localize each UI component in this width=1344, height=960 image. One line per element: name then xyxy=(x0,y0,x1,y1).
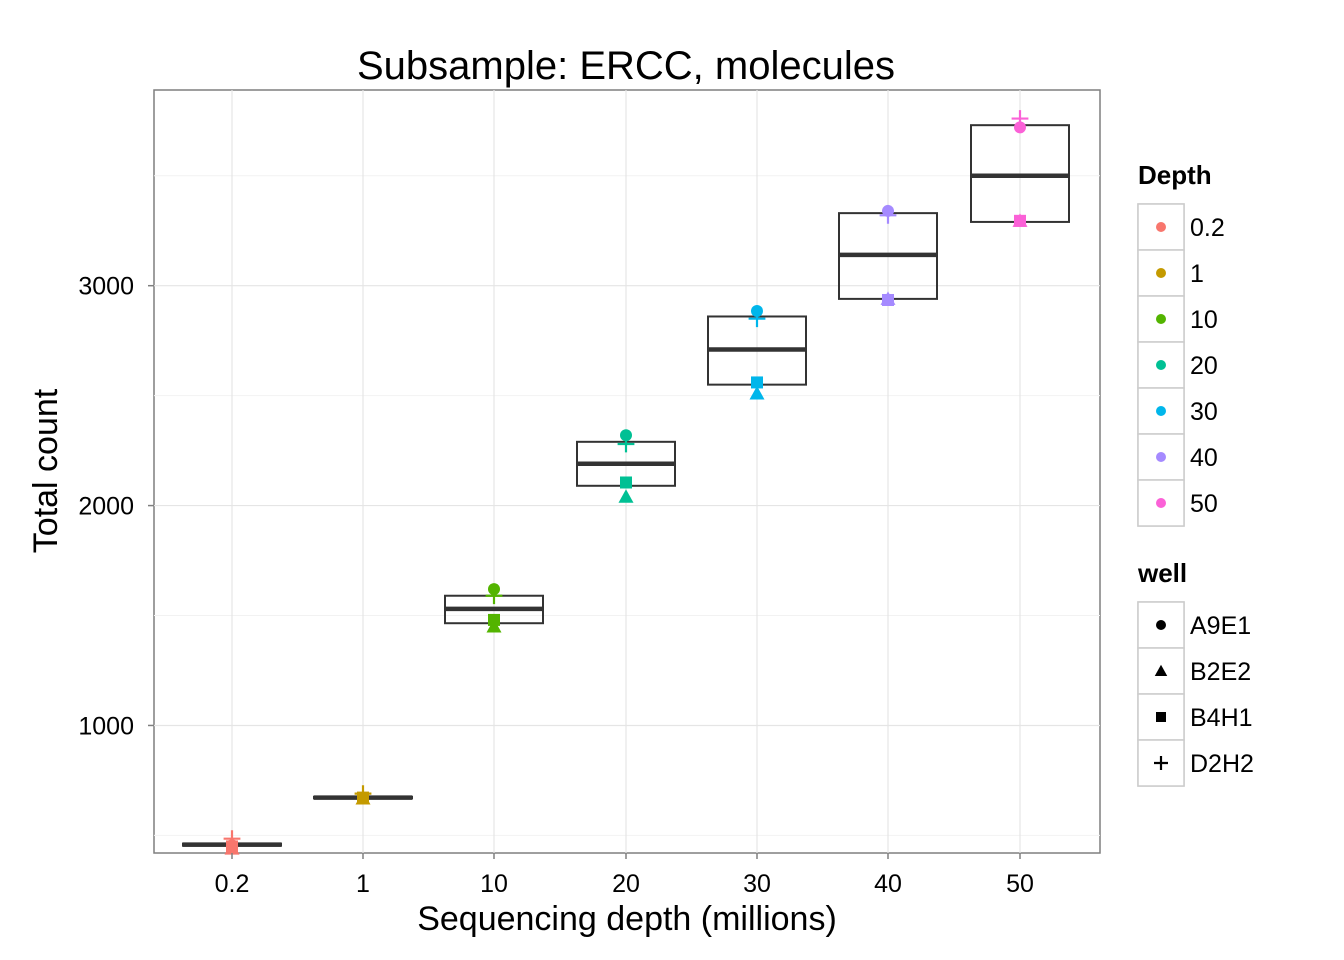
x-tick-label: 10 xyxy=(480,870,508,898)
x-tick-label: 20 xyxy=(612,870,640,898)
y-axis: 1000 2000 3000 xyxy=(78,273,154,740)
point-D2H2-40 xyxy=(879,206,897,224)
legend-item-label: 10 xyxy=(1190,306,1218,334)
legend-item-label: 50 xyxy=(1190,490,1218,518)
point-B4H1-50 xyxy=(1014,214,1026,227)
grid-lines xyxy=(154,90,1100,853)
point-D2H2-30 xyxy=(748,310,766,328)
legend-swatch-10 xyxy=(1156,314,1166,324)
legend-swatch-0.2 xyxy=(1156,222,1166,232)
legend-item-label: D2H2 xyxy=(1190,750,1254,778)
y-tick-label: 1000 xyxy=(78,712,134,740)
legend-depth: Depth 0.2 1 10 20 30 40 50 xyxy=(1137,160,1225,527)
x-tick-label: 1 xyxy=(356,870,370,898)
point-D2H2-1 xyxy=(354,785,372,803)
point-B4H1-40 xyxy=(882,293,894,306)
legend-symbol-A9E1 xyxy=(1156,620,1166,630)
y-tick-label: 2000 xyxy=(78,493,134,521)
point-B2E2-30 xyxy=(749,385,765,400)
legend-symbol-B4H1 xyxy=(1156,712,1166,722)
point-B2E2-20 xyxy=(618,489,634,503)
legend-title: Depth xyxy=(1138,160,1212,190)
y-tick-label: 3000 xyxy=(78,273,134,301)
chart-title: Subsample: ERCC, molecules xyxy=(357,44,895,88)
point-D2H2-50 xyxy=(1011,110,1029,127)
legend-key-box xyxy=(1137,387,1185,435)
legend-item-label: 40 xyxy=(1190,444,1218,472)
legend-swatch-40 xyxy=(1156,452,1166,462)
x-tick-label: 0.2 xyxy=(215,870,250,898)
legend-title: well xyxy=(1137,558,1187,588)
point-B4H1-10 xyxy=(488,613,500,626)
legend-item-label: A9E1 xyxy=(1190,612,1251,640)
x-axis: 0.2 1 10 20 30 40 50 xyxy=(215,853,1034,898)
point-D2H2-20 xyxy=(617,435,635,453)
x-tick-label: 40 xyxy=(874,870,902,898)
legend-item-label: B4H1 xyxy=(1190,704,1253,732)
legend-swatch-50 xyxy=(1156,498,1166,508)
legend-item-label: 0.2 xyxy=(1190,214,1225,242)
point-B4H1-30 xyxy=(751,376,763,389)
legend-symbol-B2E2 xyxy=(1154,664,1168,676)
x-tick-label: 30 xyxy=(743,870,771,898)
legend-item-label: 20 xyxy=(1190,352,1218,380)
y-axis-label: Total count xyxy=(27,388,65,553)
legend-key-box xyxy=(1137,479,1185,527)
legend-item-label: 30 xyxy=(1190,398,1218,426)
legend-symbol-D2H2 xyxy=(1154,756,1168,770)
point-D2H2-10 xyxy=(485,587,503,605)
point-B4H1-20 xyxy=(620,476,632,489)
legend-swatch-30 xyxy=(1156,406,1166,416)
legend-item-label: 1 xyxy=(1190,260,1204,288)
x-axis-label: Sequencing depth (millions) xyxy=(417,900,837,938)
legend-swatch-1 xyxy=(1156,268,1166,278)
point-D2H2-0.2 xyxy=(223,830,241,848)
plot-panel xyxy=(153,89,1101,854)
legend-swatch-20 xyxy=(1156,360,1166,370)
point-group xyxy=(223,110,1029,855)
legend-item-label: B2E2 xyxy=(1190,658,1251,686)
x-tick-label: 50 xyxy=(1006,870,1034,898)
point-A9E1-50 xyxy=(1014,121,1026,134)
point-A9E1-20 xyxy=(620,429,632,442)
